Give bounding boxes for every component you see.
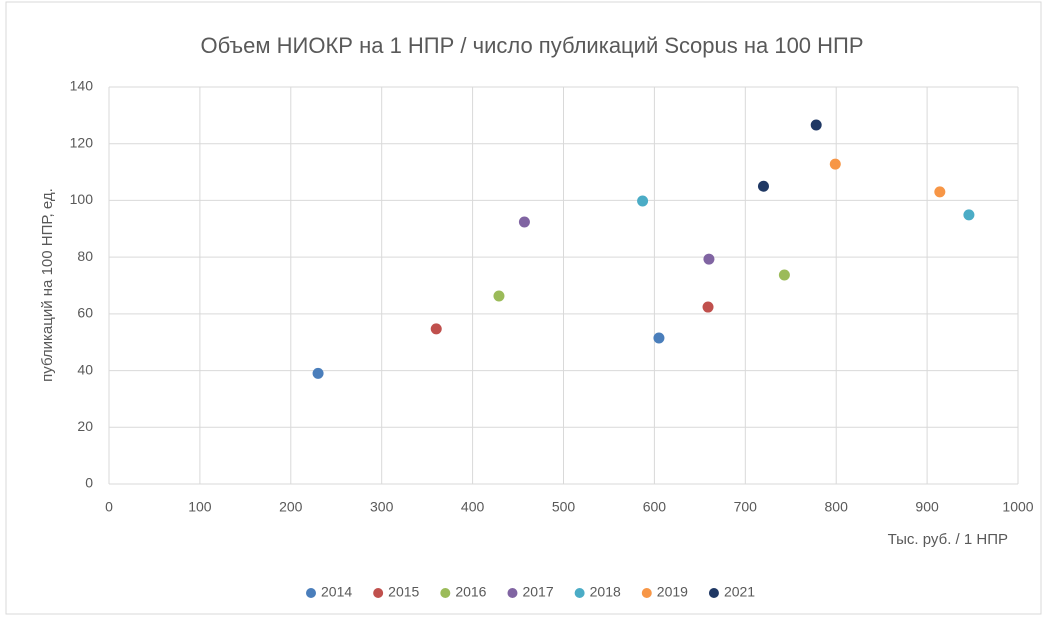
data-point: [493, 290, 505, 302]
legend-marker: [306, 588, 316, 598]
y-tick-label: 140: [70, 78, 94, 94]
x-tick-label: 500: [552, 499, 576, 515]
data-point: [312, 367, 324, 379]
legend-label: 2018: [590, 584, 621, 600]
legend-marker: [641, 588, 652, 598]
x-tick-label: 600: [643, 499, 667, 515]
data-point: [963, 209, 975, 221]
y-tick-label: 60: [77, 305, 93, 321]
data-point: [637, 195, 649, 207]
legend-label: 2019: [657, 584, 688, 600]
data-point: [518, 216, 530, 228]
data-point: [653, 332, 665, 344]
x-tick-label: 100: [188, 499, 212, 515]
y-tick-label: 120: [70, 134, 94, 150]
y-tick-label: 0: [85, 475, 93, 491]
data-point: [757, 180, 769, 192]
data-point: [810, 119, 822, 131]
y-tick-label: 100: [70, 191, 94, 207]
x-tick-label: 200: [279, 499, 303, 515]
chart-frame: [5, 1, 1042, 615]
data-point: [702, 301, 714, 313]
y-tick-label: 80: [77, 248, 93, 264]
legend-label: 2014: [321, 584, 352, 600]
x-tick-label: 400: [461, 499, 485, 515]
data-point: [778, 269, 790, 281]
x-axis-label: Тыс. руб. / 1 НПР: [888, 531, 1008, 548]
x-tick-label: 800: [825, 499, 849, 515]
data-point: [430, 323, 442, 335]
data-point: [703, 253, 715, 265]
chart-title: Объем НИОКР на 1 НПР / число публикаций …: [200, 33, 863, 58]
legend-label: 2016: [455, 584, 486, 600]
x-tick-label: 0: [105, 499, 113, 515]
y-tick-label: 40: [77, 361, 93, 377]
legend-marker: [574, 588, 585, 598]
x-tick-label: 300: [370, 499, 394, 515]
x-tick-label: 1000: [1002, 499, 1033, 515]
legend-label: 2017: [522, 584, 553, 600]
legend-marker: [373, 588, 384, 598]
x-tick-label: 700: [734, 499, 758, 515]
data-point: [934, 186, 946, 198]
y-tick-label: 20: [77, 418, 93, 434]
legend-marker: [507, 588, 518, 598]
legend-label: 2015: [388, 584, 419, 600]
legend-marker: [708, 588, 719, 598]
x-tick-label: 900: [915, 499, 939, 515]
data-point: [829, 158, 841, 170]
legend-label: 2021: [724, 584, 755, 600]
y-axis-label: публикаций на 100 НПР, ед.: [39, 188, 56, 382]
legend-marker: [440, 588, 451, 598]
